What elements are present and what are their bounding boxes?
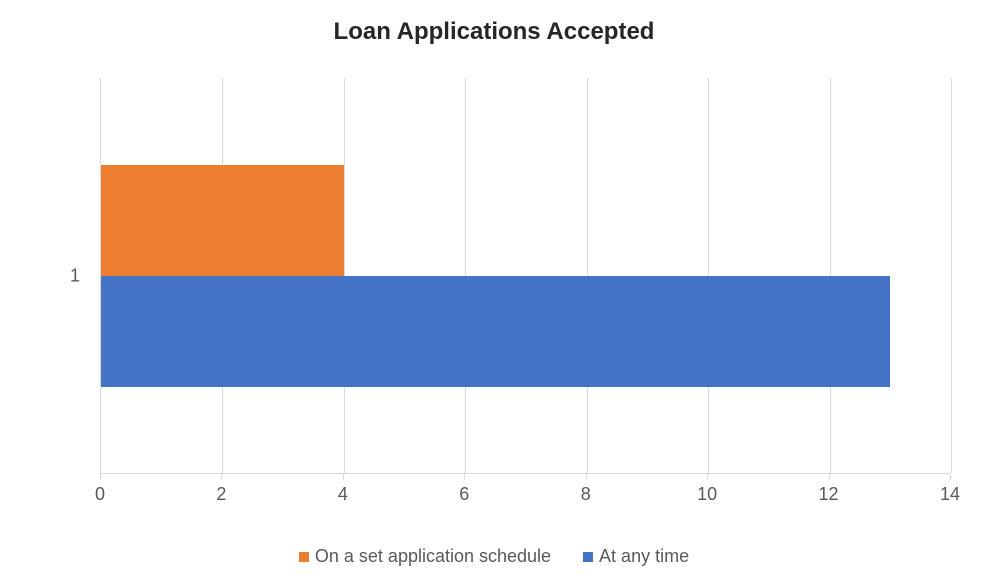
x-tick-mark bbox=[586, 474, 587, 480]
legend-item: At any time bbox=[583, 546, 689, 567]
x-tick-mark bbox=[343, 474, 344, 480]
x-tick-label: 10 bbox=[697, 484, 717, 505]
bar bbox=[101, 165, 344, 276]
x-tick-mark bbox=[950, 474, 951, 480]
x-tick-label: 0 bbox=[95, 484, 105, 505]
legend-swatch bbox=[299, 552, 309, 562]
legend-label: On a set application schedule bbox=[315, 546, 551, 567]
x-tick-label: 14 bbox=[940, 484, 960, 505]
legend-swatch bbox=[583, 552, 593, 562]
x-tick-label: 4 bbox=[338, 484, 348, 505]
x-tick-mark bbox=[829, 474, 830, 480]
plot-area bbox=[100, 78, 950, 474]
x-tick-mark bbox=[100, 474, 101, 480]
x-tick-mark bbox=[221, 474, 222, 480]
bar bbox=[101, 276, 890, 387]
y-category-label: 1 bbox=[70, 266, 80, 287]
x-tick-mark bbox=[464, 474, 465, 480]
legend-item: On a set application schedule bbox=[299, 546, 551, 567]
x-tick-label: 8 bbox=[581, 484, 591, 505]
legend: On a set application schedule At any time bbox=[0, 546, 988, 567]
legend-label: At any time bbox=[599, 546, 689, 567]
chart-container: Loan Applications Accepted 0 2 4 6 8 10 12 14 1… bbox=[0, 0, 988, 582]
chart-title: Loan Applications Accepted bbox=[0, 18, 988, 46]
x-tick-mark bbox=[707, 474, 708, 480]
x-tick-label: 12 bbox=[819, 484, 839, 505]
x-gridline bbox=[951, 78, 952, 473]
x-tick-label: 6 bbox=[459, 484, 469, 505]
x-tick-label: 2 bbox=[216, 484, 226, 505]
